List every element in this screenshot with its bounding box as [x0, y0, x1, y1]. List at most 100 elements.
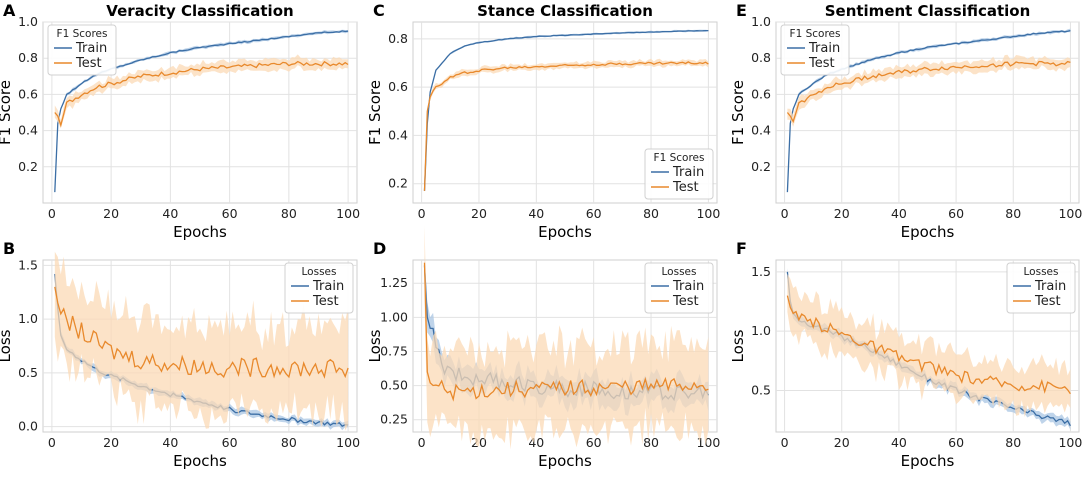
x-tick-label: 20 [834, 206, 850, 221]
x-tick-label: 20 [834, 435, 850, 450]
legend-title: Losses [1024, 266, 1059, 278]
legend-label-test: Test [312, 294, 339, 309]
x-axis-label: Epochs [901, 452, 955, 470]
chart-panel-b: 0 20 40 60 80 100 0.0 0.5 1.0 1.5B Epochs Loss Losse… [0, 239, 360, 470]
series-line-test [423, 262, 709, 402]
y-tick-label: 0.8 [18, 50, 38, 65]
series-line-test [786, 60, 1071, 124]
x-tick-label: 80 [643, 206, 659, 221]
y-tick-label: 0.4 [751, 123, 771, 138]
x-tick-label: 60 [948, 206, 964, 221]
y-tick-label: 1.5 [751, 264, 771, 279]
panel-letter: D [373, 239, 386, 258]
x-tick-label: 60 [586, 206, 602, 221]
panel-letter: A [3, 1, 16, 20]
legend-title: F1 Scores [57, 28, 108, 40]
x-axis-label: Epochs [538, 452, 592, 470]
y-tick-label: 0.6 [18, 86, 38, 101]
x-tick-label: 40 [162, 206, 178, 221]
series-line-test [54, 286, 349, 379]
x-tick-label: 0 [781, 206, 789, 221]
x-tick-label: 0 [418, 206, 426, 221]
x-tick-label: 60 [222, 206, 238, 221]
y-tick-label: 1.25 [380, 275, 408, 290]
y-tick-label: 0.2 [18, 159, 38, 174]
chart-title: Stance Classification [477, 2, 653, 20]
series-line-test [423, 61, 709, 191]
legend-label-train: Train [312, 279, 344, 294]
x-tick-label: 60 [948, 435, 964, 450]
y-tick-label: 0.2 [388, 176, 408, 191]
chart-panel-e: 0 20 40 60 80 100 0.2 0.4 0.6 0.8 1.0 Sentiment Cla… [729, 1, 1082, 241]
y-tick-label: 1.0 [751, 14, 771, 29]
y-axis-label: F1 Score [366, 80, 384, 145]
x-tick-label: 0 [48, 206, 56, 221]
y-axis-label: Loss [729, 329, 747, 362]
x-tick-label: 100 [696, 206, 720, 221]
legend-label-test: Test [672, 294, 699, 309]
y-tick-label: 0.8 [388, 31, 408, 46]
chart-panel-f: 0 20 40 60 80 100 0.5 1.0 1.5 F Epochs Loss LossesTr… [729, 239, 1082, 470]
legend-title: Losses [662, 266, 697, 278]
series-line-test [786, 295, 1071, 395]
y-tick-label: 0.5 [751, 382, 771, 397]
panel-letter: C [373, 1, 385, 20]
y-tick-label: 0.50 [380, 378, 408, 393]
series-band-test [787, 273, 1071, 418]
panel-letter: E [736, 1, 747, 20]
x-axis-label: Epochs [538, 223, 592, 241]
y-axis-label: Loss [366, 329, 384, 362]
x-tick-label: 0 [781, 435, 789, 450]
x-tick-label: 40 [528, 206, 544, 221]
x-tick-label: 80 [281, 435, 297, 450]
legend-label-test: Test [1034, 294, 1061, 309]
y-axis-label: Loss [0, 329, 14, 362]
x-tick-label: 40 [891, 435, 907, 450]
legend-label-train: Train [808, 41, 840, 56]
chart-title: Veracity Classification [106, 2, 293, 20]
y-tick-label: 0.6 [388, 79, 408, 94]
y-tick-label: 1.5 [18, 257, 38, 272]
legend-title: Losses [302, 266, 337, 278]
x-tick-label: 0 [48, 435, 56, 450]
y-tick-label: 0.2 [751, 159, 771, 174]
series-band-test [424, 225, 709, 450]
y-tick-label: 0.75 [380, 343, 408, 358]
chart-title: Sentiment Classification [825, 2, 1031, 20]
x-tick-label: 20 [103, 206, 119, 221]
x-tick-label: 60 [222, 435, 238, 450]
y-tick-label: 0.0 [18, 419, 38, 434]
x-tick-label: 80 [1005, 435, 1021, 450]
x-tick-label: 100 [336, 206, 360, 221]
series-line-test [54, 60, 349, 128]
y-tick-label: 0.4 [18, 123, 38, 138]
y-tick-label: 0.25 [380, 412, 408, 427]
y-tick-label: 1.00 [380, 309, 408, 324]
legend-label-test: Test [672, 180, 699, 195]
x-tick-label: 40 [162, 435, 178, 450]
legend-label-train: Train [672, 165, 704, 180]
x-tick-label: 100 [1058, 435, 1082, 450]
legend-title: F1 Scores [790, 28, 841, 40]
x-tick-label: 60 [586, 435, 602, 450]
x-tick-label: 20 [103, 435, 119, 450]
series-band-train [787, 268, 1071, 430]
chart-panel-d: 0204060801000.250.500.751.001.25DEpochsL… [366, 225, 720, 470]
x-axis-label: Epochs [173, 223, 227, 241]
y-tick-label: 0.8 [751, 50, 771, 65]
panel-letter: F [736, 239, 747, 258]
x-axis-label: Epochs [173, 452, 227, 470]
chart-panel-a: 0 20 40 60 80 100 0.2 0.4 0.6 0.8 1.0 Veracity Clas… [0, 1, 360, 241]
y-tick-label: 0.4 [388, 127, 408, 142]
legend-label-test: Test [808, 56, 835, 71]
series-band-test [54, 251, 349, 431]
y-tick-label: 1.0 [18, 14, 38, 29]
chart-panel-c: 0 20 40 60 80 100 0.2 0.4 0.6 0.8 Stance Classific… [366, 1, 720, 241]
x-tick-label: 20 [471, 206, 487, 221]
